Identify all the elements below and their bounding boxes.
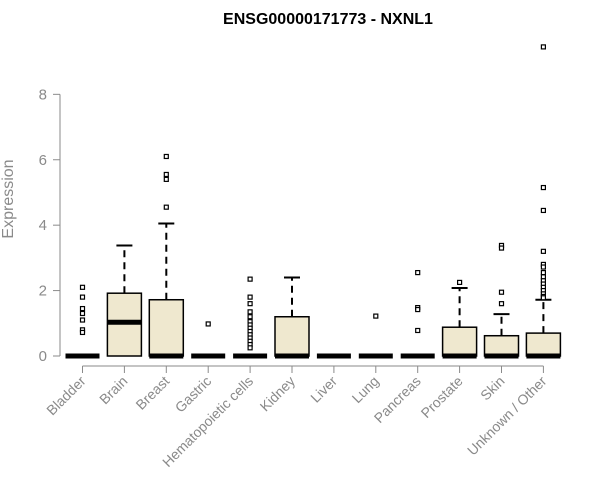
box-group <box>65 284 100 359</box>
outlier-point <box>498 289 505 295</box>
box-group <box>483 242 520 359</box>
outlier-point <box>79 317 86 323</box>
outlier-point <box>415 327 421 334</box>
box-body <box>483 334 520 357</box>
outlier-point <box>498 301 505 307</box>
x-tick-label: Lung <box>349 373 382 406</box>
outlier-point <box>79 305 86 312</box>
x-tick-label: Prostate <box>418 373 466 421</box>
box-group <box>400 269 435 359</box>
box-body <box>274 316 310 357</box>
outlier-point <box>163 171 169 178</box>
outlier-point <box>540 207 547 214</box>
y-axis: 0 2 4 6 8 <box>39 86 61 365</box>
x-tick-label: Pancreas <box>371 373 424 426</box>
outlier-point <box>205 321 211 327</box>
y-tick-label: 0 <box>39 348 47 365</box>
outlier-point <box>247 294 253 300</box>
outlier-point <box>540 264 547 270</box>
x-tick-label: Unknown / Other <box>464 373 550 459</box>
outlier-point <box>415 306 421 313</box>
outlier-point <box>247 301 253 307</box>
box-group <box>106 244 143 357</box>
box-group <box>441 279 478 359</box>
outlier-point <box>540 44 547 50</box>
x-tick-label: Liver <box>307 373 340 406</box>
outlier-point <box>247 276 253 282</box>
y-tick-label: 6 <box>39 152 47 169</box>
y-tick-label: 2 <box>39 283 47 300</box>
outlier-point <box>247 314 253 320</box>
outlier-point <box>540 184 547 191</box>
box-group <box>358 313 393 359</box>
box-body <box>525 332 562 357</box>
x-tick-label: Skin <box>477 373 508 404</box>
x-tick-label: Brain <box>96 373 130 407</box>
outlier-point <box>540 248 547 254</box>
outlier-point <box>163 204 169 210</box>
plot-area <box>65 44 562 359</box>
outlier-point <box>79 329 86 336</box>
outlier-point <box>247 345 253 351</box>
x-tick-label: Kidney <box>257 373 299 415</box>
outlier-point <box>79 310 86 317</box>
box-group <box>191 321 226 359</box>
chart-title: ENSG00000171773 - NXNL1 <box>223 11 433 28</box>
y-tick-label: 8 <box>39 86 47 103</box>
outlier-point <box>79 284 86 290</box>
outlier-point <box>457 279 463 286</box>
outlier-point <box>163 176 169 182</box>
x-tick-label: Breast <box>132 373 172 413</box>
box-body <box>148 298 185 357</box>
outlier-point <box>498 245 505 251</box>
outlier-point <box>540 295 547 301</box>
outlier-point <box>415 269 421 276</box>
box-group <box>274 276 310 359</box>
y-axis-label: Expression <box>0 159 17 238</box>
box-body <box>441 326 478 357</box>
box-group <box>525 44 562 359</box>
outlier-point <box>163 153 169 160</box>
x-tick-label: Bladder <box>43 373 89 419</box>
outlier-point <box>540 269 547 276</box>
outlier-point <box>247 309 253 315</box>
box-group <box>148 153 185 359</box>
outlier-point <box>373 313 379 319</box>
box-group <box>233 276 268 359</box>
y-tick-label: 4 <box>39 217 47 234</box>
outlier-point <box>79 294 86 300</box>
